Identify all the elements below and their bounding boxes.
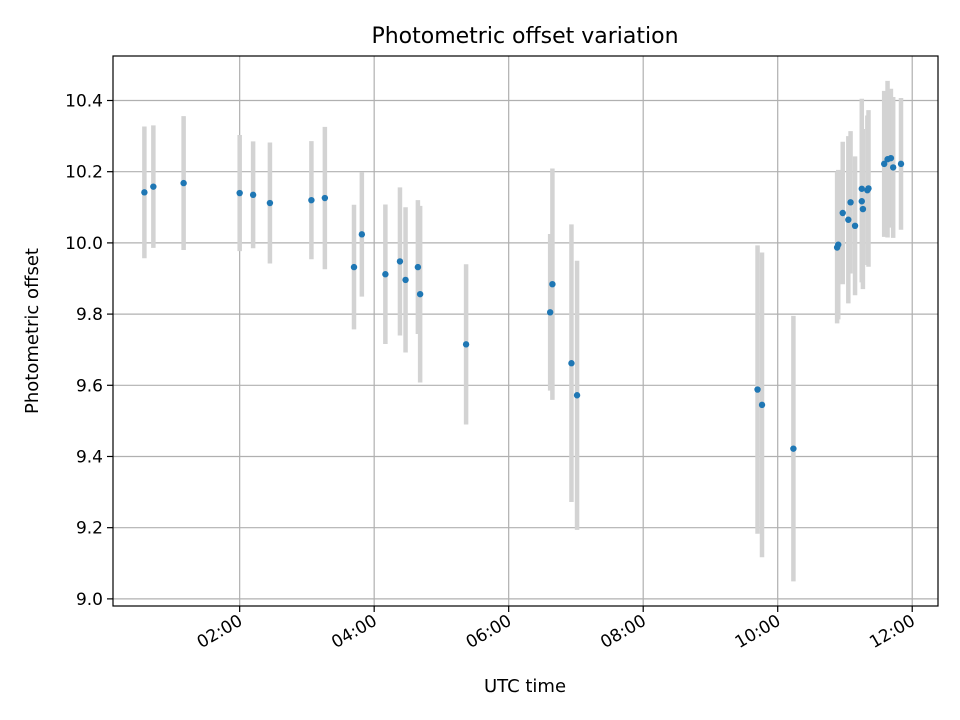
data-point [358,231,366,238]
data-point [402,276,409,284]
y-tick-label: 10.2 [65,163,103,183]
data-point [249,191,257,199]
x-tick-label: 04:00 [328,611,380,653]
plot-frame [112,55,939,607]
data-point [847,199,854,206]
data-points [141,154,905,452]
data-point [889,164,897,171]
data-point [382,271,389,278]
data-point [573,392,581,399]
data-point [865,185,872,192]
data-point [887,154,895,162]
y-tick-label: 9.4 [76,447,103,467]
x-axis-label: UTC time [484,676,566,697]
x-tick-label: 12:00 [866,611,918,653]
y-tick-label: 9.8 [76,305,103,325]
data-point [754,386,761,393]
data-point [141,189,148,196]
data-point [859,205,867,213]
data-point [546,309,554,316]
data-point [880,160,888,168]
y-tick-label: 9.2 [76,519,103,539]
data-point [858,198,865,205]
data-point [321,194,329,202]
data-point [897,160,905,168]
data-point [266,199,274,207]
grid-layer [113,56,938,606]
data-point [416,290,424,298]
data-point [790,445,797,452]
data-point [462,341,470,348]
error-bars [142,80,904,582]
y-tick-label: 9.0 [76,590,103,610]
data-point [758,401,766,409]
chart-title: Photometric offset variation [371,24,678,49]
data-point [858,185,865,192]
x-tick-label: 06:00 [463,611,515,653]
x-tick-label: 02:00 [194,611,246,653]
y-axis-label: Photometric offset [22,248,43,414]
data-point [549,280,556,288]
data-point [180,179,187,187]
data-point [396,258,404,265]
data-point [851,222,859,230]
data-point [845,216,852,223]
data-point [150,183,157,190]
y-tick-label: 10.4 [65,91,103,111]
y-tick-label: 9.6 [76,376,103,396]
y-tick-label: 10.0 [65,234,103,254]
x-tick-label: 08:00 [597,611,649,653]
data-point [835,241,842,248]
data-point [308,196,315,204]
x-tick-label: 10:00 [732,611,784,653]
axis-ticks: 9.0 9.2 9.4 9.6 9.8 10.0 10.2 10.4 02:00 04:00 06:… [65,91,919,652]
data-point [350,263,358,271]
data-point [568,360,575,367]
data-point [839,209,846,217]
data-point [236,189,243,197]
data-point [414,263,422,271]
